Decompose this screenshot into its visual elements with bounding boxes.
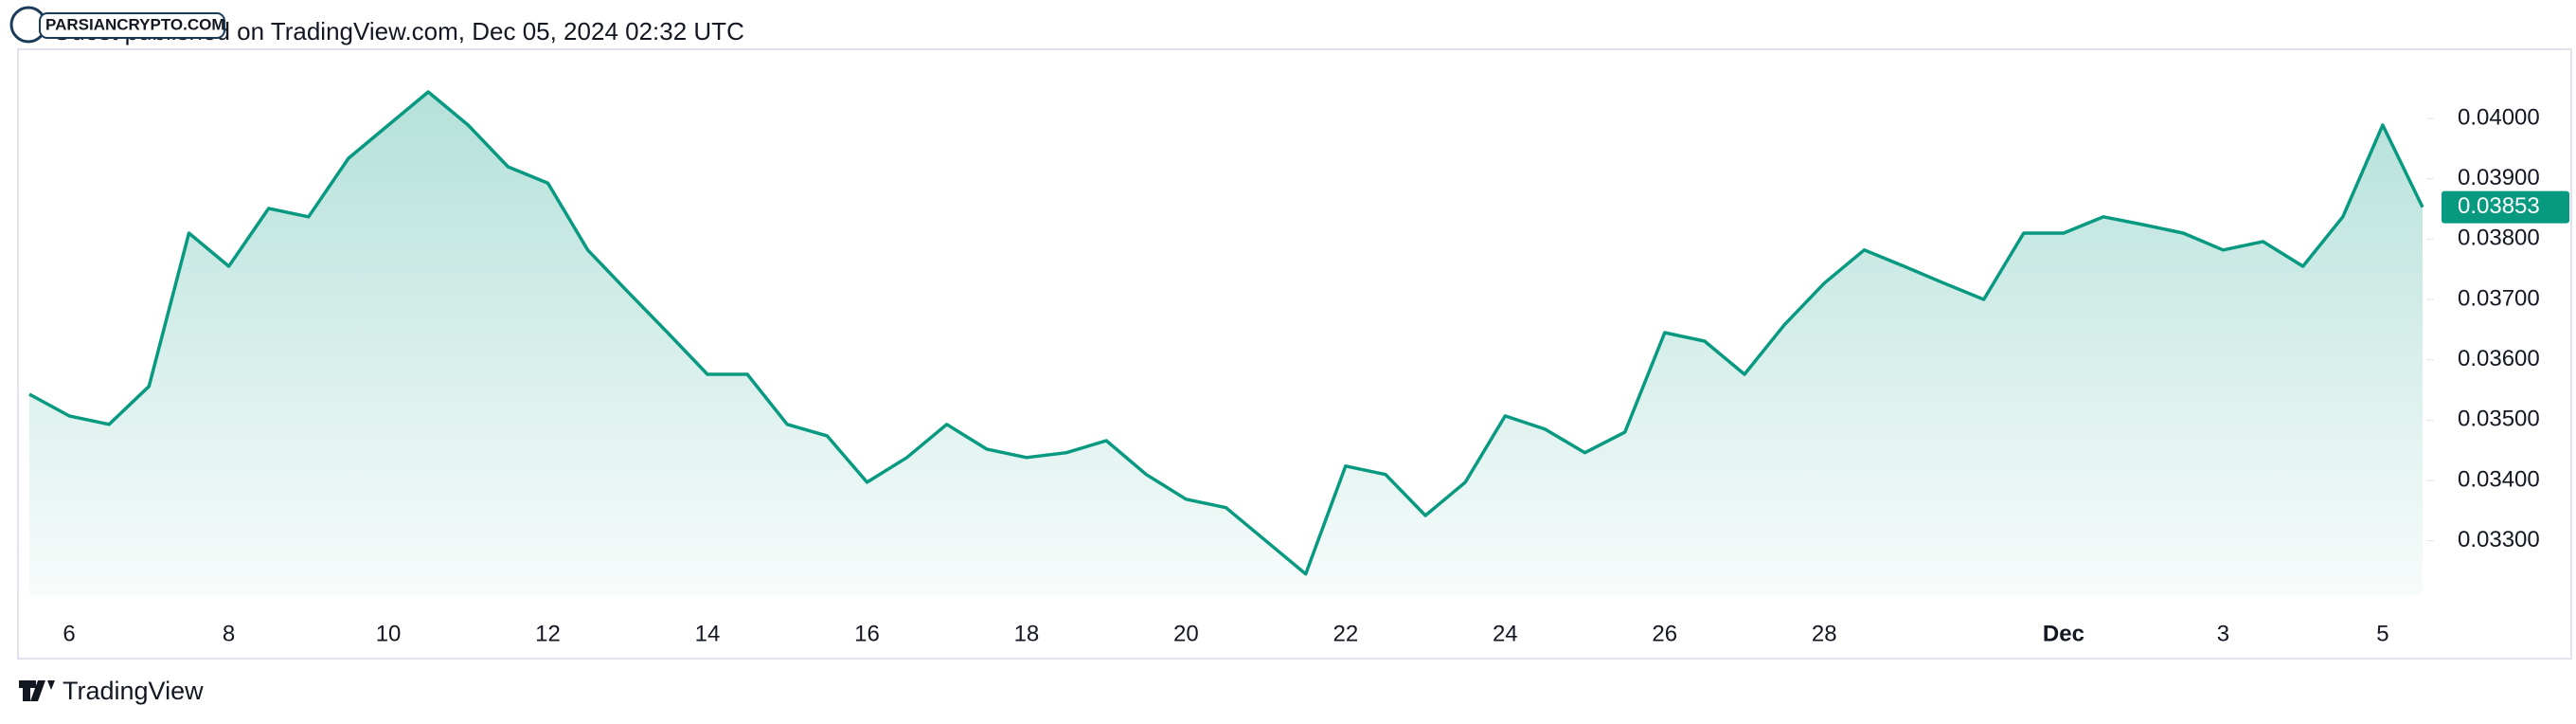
y-tick-label: 0.03300 <box>2458 527 2540 552</box>
y-tick-label: 0.03500 <box>2458 407 2540 432</box>
x-tick-label: 18 <box>1014 621 1040 646</box>
y-tick-label: 0.04000 <box>2458 104 2540 130</box>
y-tick-label: 0.03800 <box>2458 226 2540 251</box>
x-tick-label: 12 <box>535 621 561 646</box>
y-tick-label: 0.03900 <box>2458 165 2540 190</box>
x-tick-label: 16 <box>854 621 880 646</box>
chart-frame <box>17 48 2572 660</box>
x-tick-label: 14 <box>695 621 721 646</box>
x-tick-label: 10 <box>376 621 402 646</box>
watermark-text: PARSIANCRYPTO.COM <box>45 15 225 33</box>
x-tick-label: 6 <box>63 621 75 646</box>
y-tick-label: 0.03600 <box>2458 346 2540 371</box>
x-tick-label: Dec <box>2043 621 2084 646</box>
area-fill <box>29 92 2423 595</box>
watermark: PARSIANCRYPTO.COM <box>9 6 225 44</box>
source: TradingView <box>63 677 204 705</box>
y-tick-label: 0.03700 <box>2458 285 2540 311</box>
y-tick-label: 0.03400 <box>2458 466 2540 492</box>
x-tick-label: 3 <box>2217 621 2229 646</box>
footer-logo: TradingView <box>19 677 204 705</box>
x-tick-label: 5 <box>2376 621 2388 646</box>
price-line <box>28 90 2424 576</box>
x-tick-label: 24 <box>1493 621 1518 646</box>
x-tick-label: 28 <box>1812 621 1837 646</box>
x-tick-label: 20 <box>1173 621 1199 646</box>
x-tick-label: 8 <box>223 621 235 646</box>
x-tick-label: 22 <box>1333 621 1358 646</box>
last-price-label: 0.03853 <box>2458 193 2540 219</box>
last-price-badge <box>2442 190 2569 224</box>
x-tick-label: 26 <box>1652 621 1677 646</box>
